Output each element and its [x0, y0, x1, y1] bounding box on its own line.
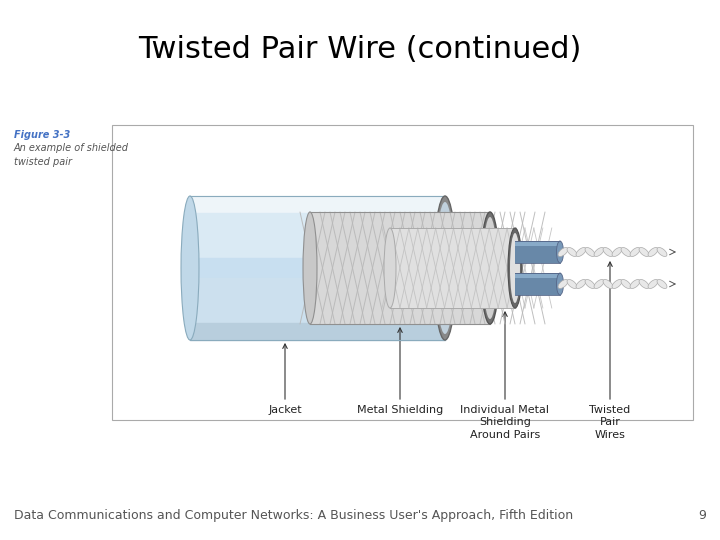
- Ellipse shape: [576, 280, 586, 288]
- Ellipse shape: [621, 280, 631, 288]
- Ellipse shape: [648, 280, 658, 288]
- Ellipse shape: [621, 247, 631, 256]
- Bar: [390, 228, 515, 308]
- Ellipse shape: [612, 247, 622, 256]
- Ellipse shape: [612, 280, 622, 288]
- Bar: [515, 242, 560, 246]
- Bar: [515, 273, 560, 295]
- Text: Twisted Pair Wire (continued): Twisted Pair Wire (continued): [138, 35, 582, 64]
- Bar: [112, 125, 693, 420]
- Polygon shape: [190, 278, 445, 323]
- Text: Metal Shielding: Metal Shielding: [357, 405, 443, 415]
- Ellipse shape: [510, 233, 520, 303]
- Ellipse shape: [585, 247, 595, 256]
- Ellipse shape: [630, 280, 640, 288]
- Ellipse shape: [630, 247, 640, 256]
- Ellipse shape: [303, 212, 317, 324]
- Text: Figure 3-3: Figure 3-3: [14, 130, 71, 140]
- Polygon shape: [190, 213, 445, 258]
- Ellipse shape: [557, 241, 564, 263]
- Ellipse shape: [508, 228, 522, 308]
- Ellipse shape: [639, 280, 649, 288]
- Ellipse shape: [603, 280, 613, 288]
- Ellipse shape: [585, 280, 595, 288]
- Ellipse shape: [648, 247, 658, 256]
- Ellipse shape: [436, 202, 454, 334]
- Text: An example of shielded
twisted pair: An example of shielded twisted pair: [14, 143, 129, 167]
- Ellipse shape: [434, 196, 456, 340]
- Text: Data Communications and Computer Networks: A Business User's Approach, Fifth Edi: Data Communications and Computer Network…: [14, 509, 573, 522]
- Ellipse shape: [639, 247, 649, 256]
- Bar: [515, 274, 560, 278]
- Ellipse shape: [181, 196, 199, 340]
- Ellipse shape: [567, 280, 577, 288]
- Text: Twisted
Pair
Wires: Twisted Pair Wires: [590, 405, 631, 440]
- Ellipse shape: [594, 247, 604, 256]
- Ellipse shape: [558, 247, 568, 256]
- Ellipse shape: [594, 280, 604, 288]
- Ellipse shape: [576, 247, 586, 256]
- Ellipse shape: [483, 217, 497, 319]
- Ellipse shape: [384, 228, 396, 308]
- Ellipse shape: [567, 247, 577, 256]
- Ellipse shape: [657, 247, 667, 256]
- Polygon shape: [190, 196, 445, 213]
- Text: Individual Metal
Shielding
Around Pairs: Individual Metal Shielding Around Pairs: [461, 405, 549, 440]
- Ellipse shape: [481, 212, 499, 324]
- Polygon shape: [190, 323, 445, 340]
- Ellipse shape: [657, 280, 667, 288]
- Bar: [515, 241, 560, 263]
- Bar: [310, 212, 490, 324]
- Text: 9: 9: [698, 509, 706, 522]
- Polygon shape: [190, 258, 445, 278]
- Ellipse shape: [557, 273, 564, 295]
- Text: Jacket: Jacket: [268, 405, 302, 415]
- Ellipse shape: [603, 247, 613, 256]
- Ellipse shape: [558, 280, 568, 288]
- Bar: [310, 212, 490, 324]
